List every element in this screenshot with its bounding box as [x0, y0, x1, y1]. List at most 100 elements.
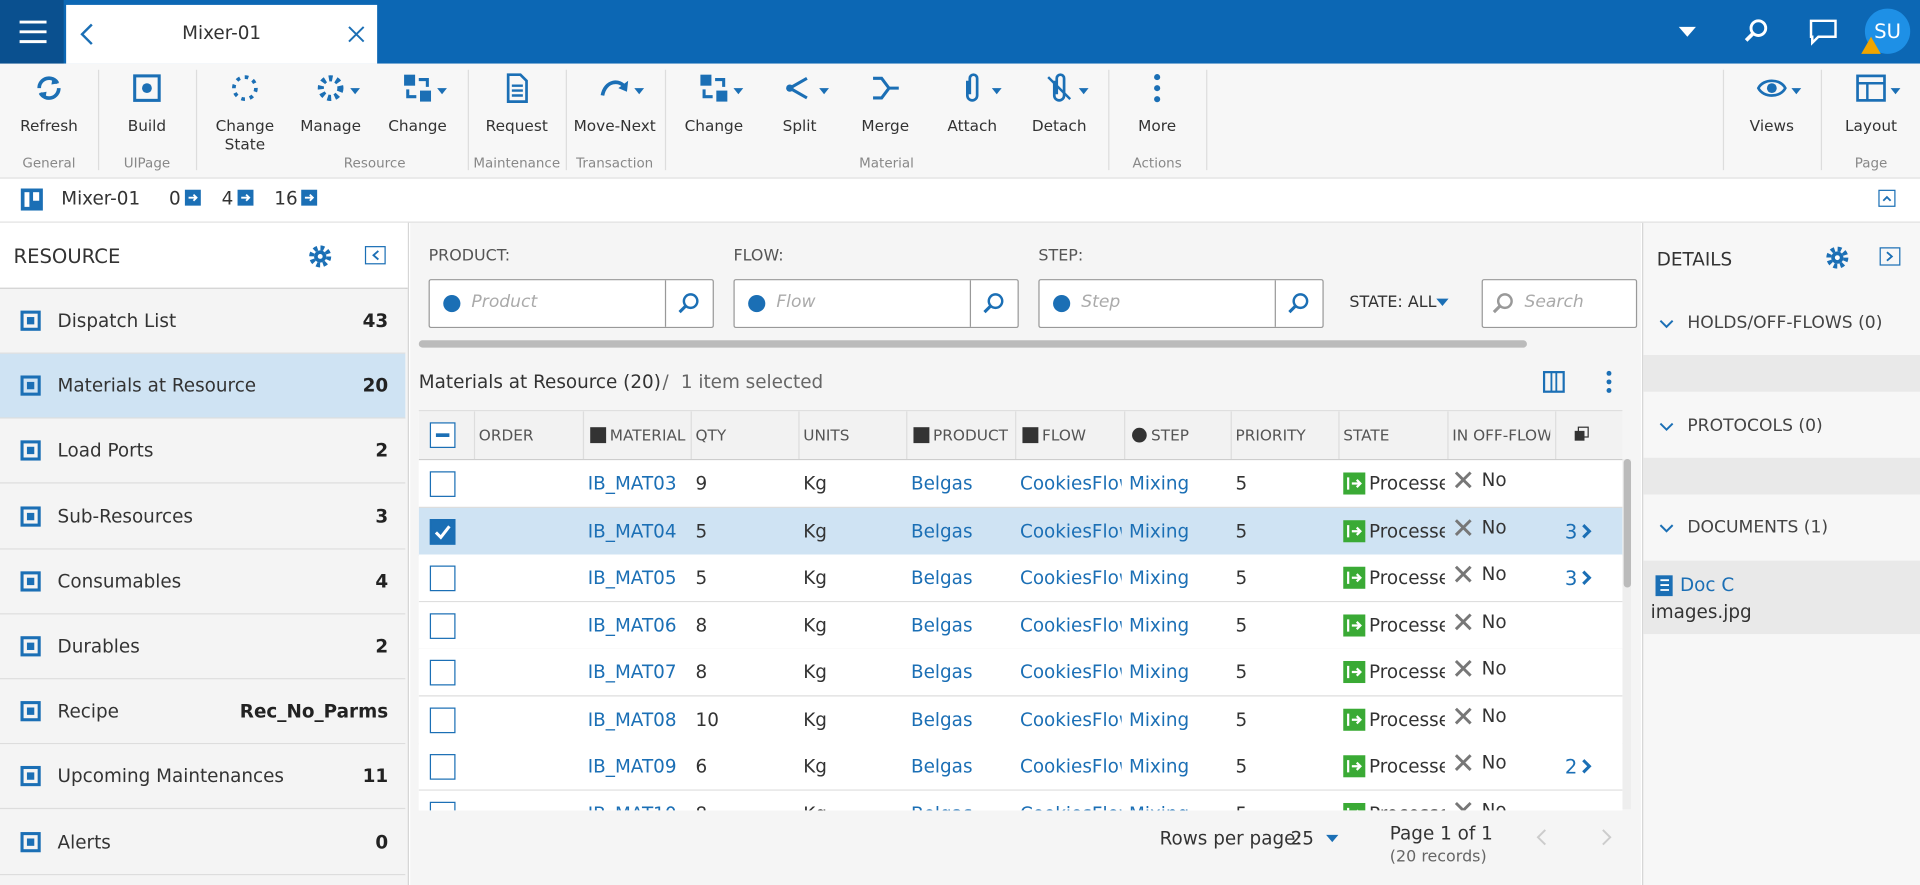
toolbar-button[interactable]: More: [1108, 64, 1206, 152]
attachment-count[interactable]: 3: [1564, 519, 1578, 543]
cell[interactable]: IB_MAT08: [587, 708, 677, 731]
next-page[interactable]: [1602, 829, 1612, 846]
columns-icon[interactable]: [1542, 371, 1565, 393]
cell[interactable]: CookiesFlow: [1020, 519, 1122, 542]
row-checkbox[interactable]: [429, 518, 456, 545]
cell[interactable]: Mixing: [1128, 519, 1190, 542]
row-checkbox[interactable]: [429, 754, 456, 780]
toolbar-button[interactable]: Layout: [1822, 64, 1920, 152]
cell[interactable]: IB_MAT06: [587, 613, 677, 636]
state-filter[interactable]: STATE: ALL: [1349, 293, 1437, 313]
filter-input[interactable]: Flow: [733, 279, 1019, 329]
cell[interactable]: Mixing: [1129, 802, 1228, 810]
cell[interactable]: Mixing: [1128, 708, 1190, 731]
row-checkbox[interactable]: [429, 706, 456, 733]
close-icon[interactable]: [348, 26, 365, 43]
cell[interactable]: Belgas: [911, 660, 973, 684]
settings-icon[interactable]: [1826, 246, 1849, 269]
cell[interactable]: Belgas: [911, 708, 973, 731]
toolbar-button[interactable]: Change: [665, 64, 763, 152]
grid-row[interactable]: IB_MAT10 8 Kg Belgas CookiesFlow Mixing 5 Proce…: [418, 790, 1623, 811]
resource-menu-item[interactable]: Durables 2: [0, 614, 406, 680]
resource-menu-item[interactable]: Sub-Resources 3: [0, 484, 406, 550]
dropdown-icon[interactable]: [1678, 26, 1696, 37]
attachment-count[interactable]: 3: [1564, 566, 1578, 591]
collapse-panel-icon[interactable]: [364, 246, 386, 265]
cell[interactable]: Belgas: [911, 802, 1013, 810]
cell[interactable]: Mixing: [1128, 755, 1190, 778]
cell[interactable]: IB_MAT03: [587, 472, 677, 495]
resource-menu-item[interactable]: Upcoming Maintenances 11: [0, 744, 406, 810]
document-name[interactable]: Doc C: [1680, 574, 1735, 597]
toolbar-button[interactable]: Refresh: [0, 64, 98, 152]
grid-row[interactable]: IB_MAT09 6 Kg Belgas CookiesFlow Mixing 5 Proce…: [418, 743, 1623, 791]
row-checkbox[interactable]: [429, 612, 456, 639]
column-header[interactable]: QTY: [695, 425, 727, 445]
row-checkbox[interactable]: [429, 565, 456, 592]
toolbar-button[interactable]: Move-Next: [566, 64, 664, 152]
toolbar-button[interactable]: Manage: [282, 64, 380, 152]
column-header[interactable]: UNITS: [803, 425, 850, 445]
cell[interactable]: IB_MAT07: [587, 660, 677, 684]
cell[interactable]: Belgas: [911, 566, 973, 589]
resource-menu-item[interactable]: Load Ports 2: [0, 419, 406, 484]
resource-menu-item[interactable]: Alerts 0: [0, 809, 406, 875]
header-checkbox[interactable]: [429, 422, 456, 449]
cell[interactable]: Mixing: [1128, 660, 1190, 684]
toolbar-button[interactable]: Change: [369, 64, 467, 152]
expand-icon[interactable]: [1659, 524, 1674, 533]
expand-icon[interactable]: [1659, 319, 1674, 329]
cell[interactable]: CookiesFlow: [1020, 802, 1122, 810]
menu-button[interactable]: [0, 0, 64, 64]
cell[interactable]: Belgas: [911, 472, 973, 495]
grid-row[interactable]: IB_MAT03 9 Kg Belgas CookiesFlow Mixing 5 Proce…: [418, 460, 1623, 508]
column-header[interactable]: MATERIAL: [609, 425, 686, 445]
toolbar-button[interactable]: Build: [98, 64, 196, 152]
toolbar-button[interactable]: Request: [468, 64, 566, 152]
grid-row[interactable]: IB_MAT08 10 Kg Belgas CookiesFlow Mixing 5 Proc…: [418, 695, 1623, 744]
attachment-count[interactable]: 2: [1564, 755, 1578, 779]
resource-menu-item[interactable]: Materials at Resource 20: [0, 353, 406, 419]
filter-input[interactable]: Product: [428, 279, 714, 329]
column-header[interactable]: PRIORITY: [1235, 425, 1306, 445]
grid-row[interactable]: IB_MAT06 8 Kg Belgas CookiesFlow Mixing 5 Proce…: [418, 601, 1623, 650]
chat-icon[interactable]: [1809, 19, 1837, 46]
settings-icon[interactable]: [309, 245, 332, 268]
search-box[interactable]: Search: [1481, 279, 1638, 329]
cell[interactable]: CookiesFlow: [1020, 755, 1122, 778]
toolbar-button[interactable]: Split: [751, 64, 849, 152]
expand-icon[interactable]: [1659, 422, 1674, 432]
column-header[interactable]: PRODUCT: [933, 425, 1009, 445]
tab[interactable]: Mixer-01: [66, 4, 378, 64]
filter-input[interactable]: Step: [1038, 279, 1324, 329]
column-header[interactable]: STATE: [1343, 425, 1390, 445]
cell[interactable]: CookiesFlow: [1020, 708, 1122, 731]
grid-row[interactable]: IB_MAT04 5 Kg Belgas CookiesFlow Mixing 5 Proce…: [418, 507, 1623, 556]
section-label[interactable]: HOLDS/OFF-FLOWS (0): [1687, 313, 1883, 333]
column-header[interactable]: IN OFF-FLOW: [1452, 425, 1551, 445]
resource-menu-item[interactable]: Consumables 4: [0, 549, 406, 615]
cell[interactable]: Belgas: [911, 613, 973, 636]
toolbar-button[interactable]: Change State: [196, 64, 294, 153]
prev-page[interactable]: [1536, 829, 1547, 846]
cell[interactable]: Belgas: [911, 755, 973, 778]
cell[interactable]: IB_MAT05: [587, 566, 677, 589]
section-label[interactable]: DOCUMENTS (1): [1687, 517, 1829, 538]
cell[interactable]: Mixing: [1128, 613, 1190, 636]
column-header[interactable]: ORDER: [478, 425, 534, 445]
toolbar-button[interactable]: Attach: [923, 64, 1021, 152]
cell[interactable]: CookiesFlow: [1020, 660, 1122, 684]
cell[interactable]: IB_MAT09: [587, 755, 677, 778]
cell[interactable]: CookiesFlow: [1020, 472, 1122, 495]
column-header[interactable]: FLOW: [1042, 425, 1087, 445]
grid-row[interactable]: IB_MAT05 5 Kg Belgas CookiesFlow Mixing 5 Proce…: [418, 554, 1623, 603]
collapse-icon[interactable]: [1878, 189, 1896, 207]
cell[interactable]: IB_MAT10: [588, 802, 688, 810]
cell[interactable]: Mixing: [1128, 472, 1190, 495]
row-checkbox[interactable]: [429, 659, 456, 686]
rows-per-page[interactable]: 25: [1290, 827, 1314, 850]
cell[interactable]: IB_MAT04: [587, 519, 677, 542]
column-header[interactable]: STEP: [1151, 425, 1189, 445]
section-label[interactable]: PROTOCOLS (0): [1687, 416, 1823, 436]
grid-row[interactable]: IB_MAT07 8 Kg Belgas CookiesFlowMixing 5 Proce…: [418, 648, 1623, 697]
